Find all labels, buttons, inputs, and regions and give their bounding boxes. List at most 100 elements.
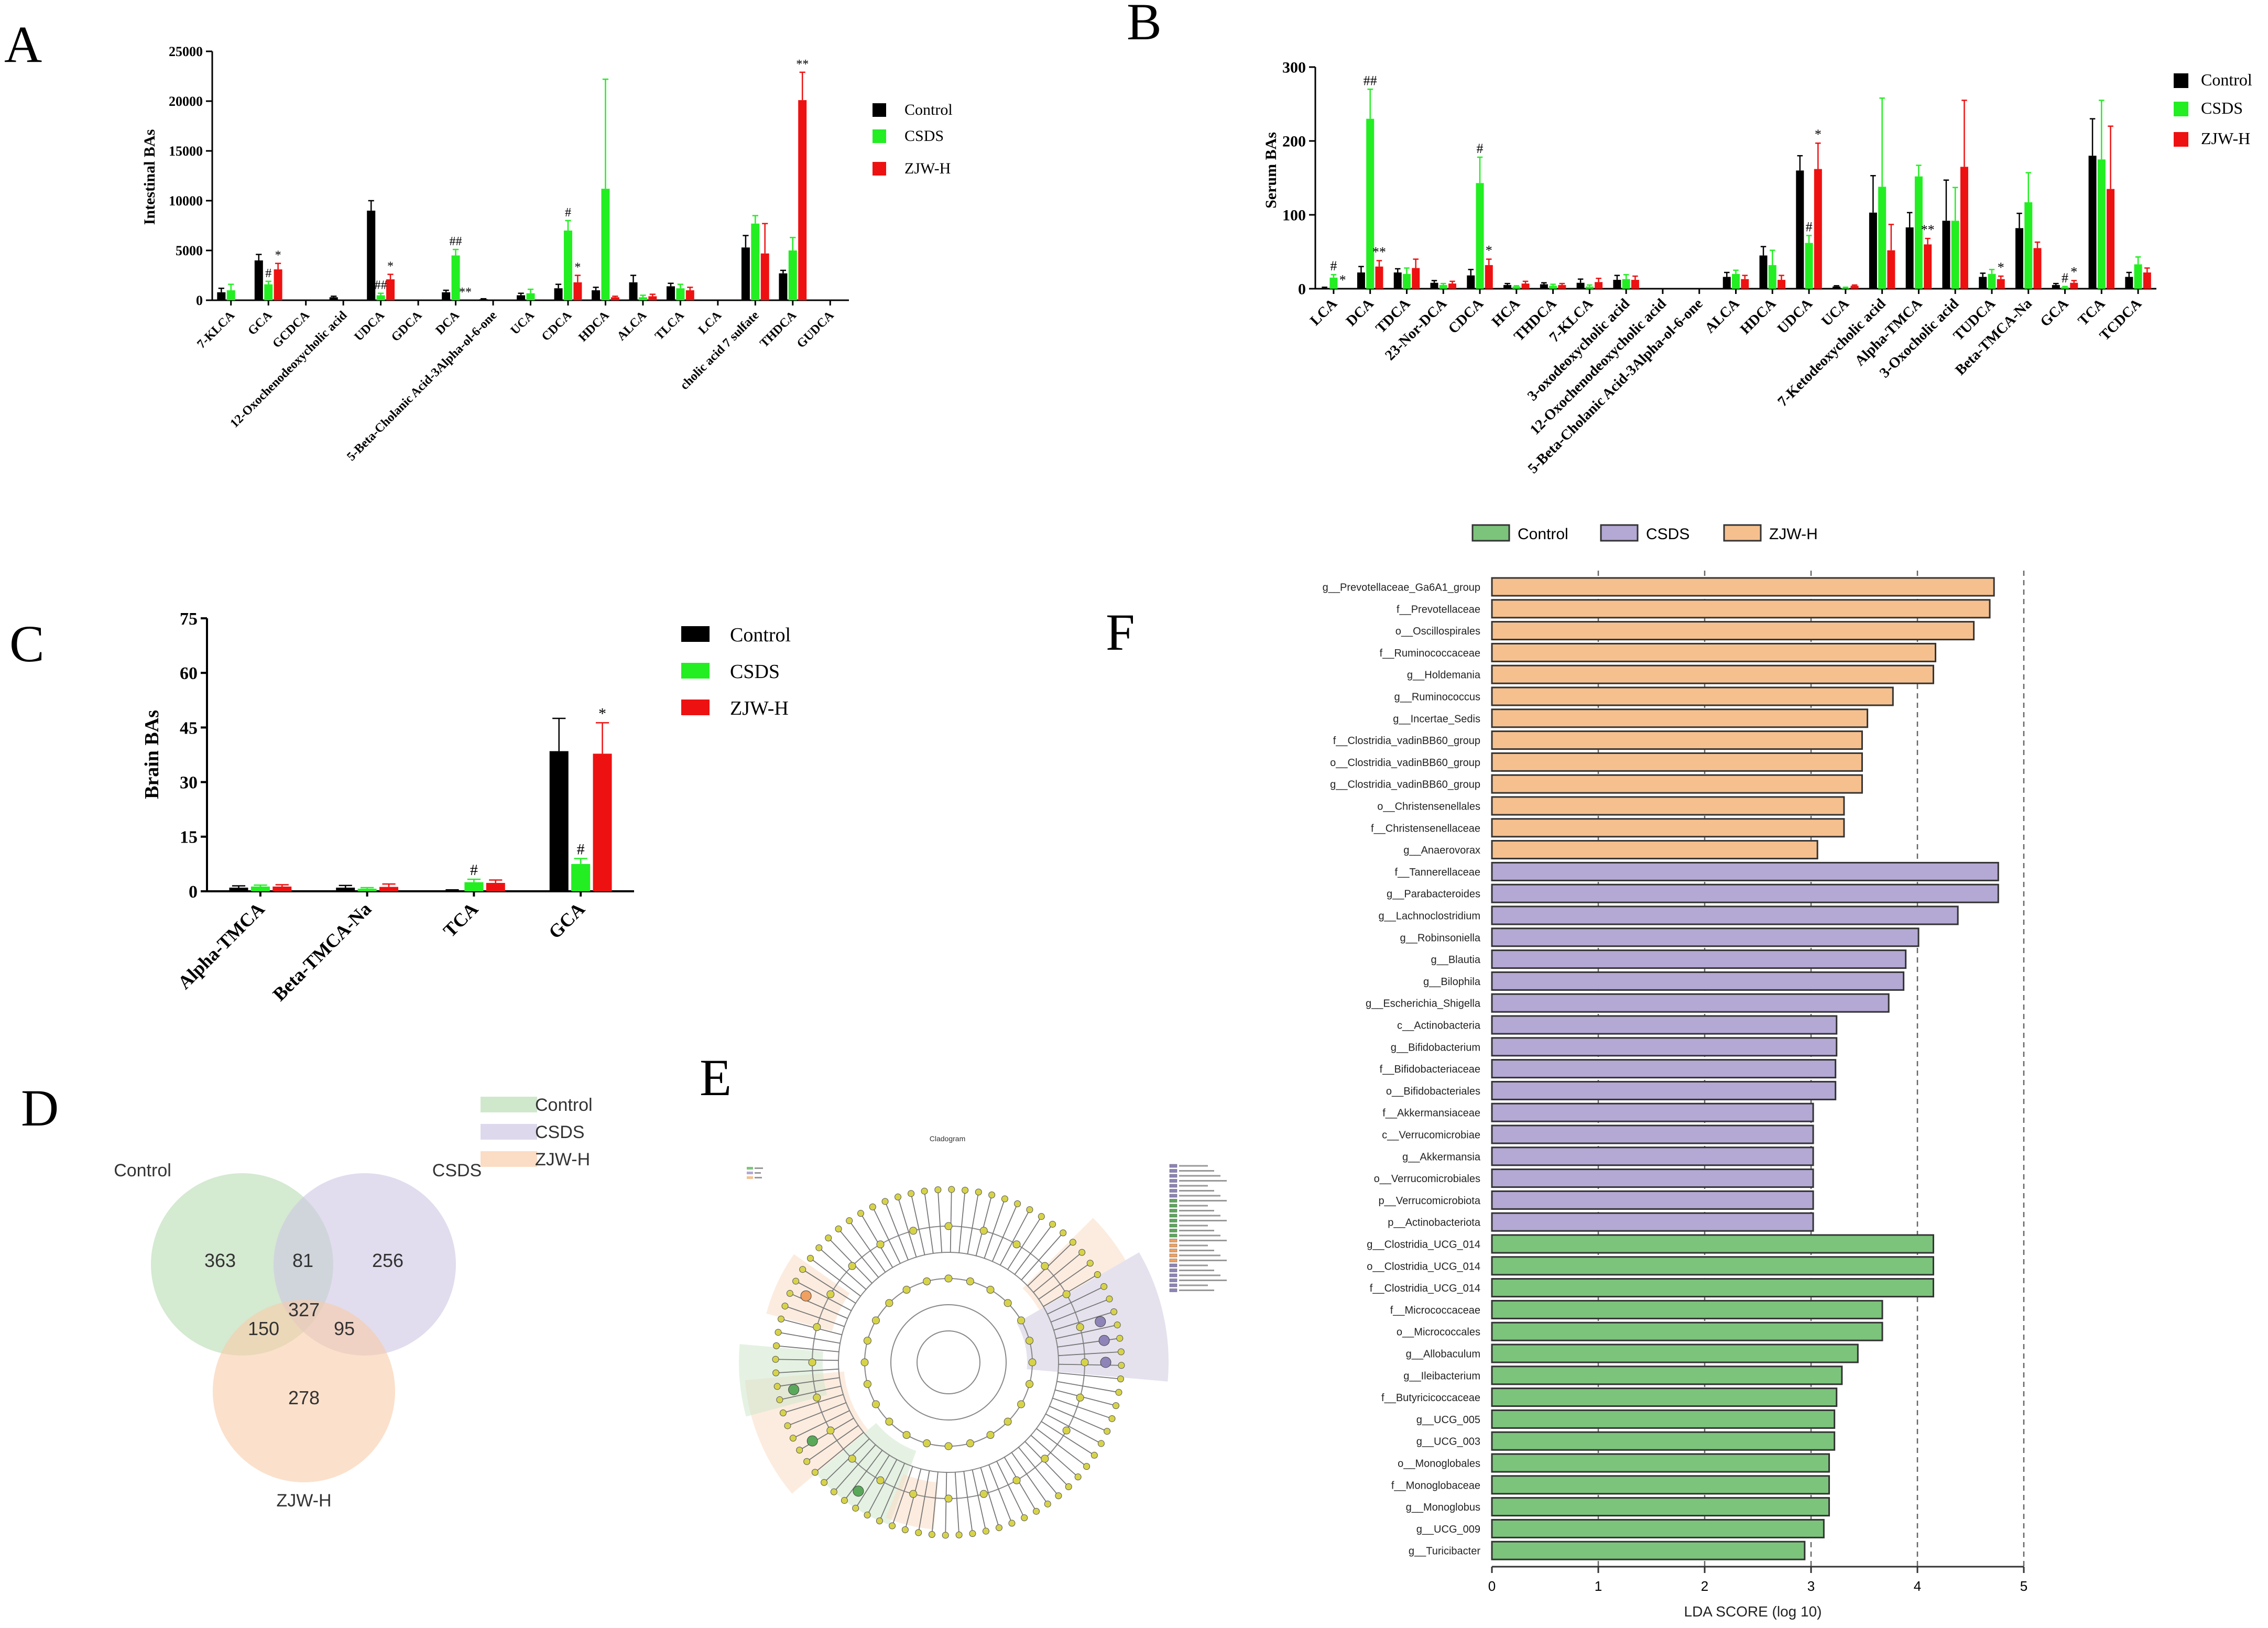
cladogram-ring (838, 1252, 1059, 1473)
panel-a-y-label: Intestinal BAs (141, 129, 158, 225)
cladogram-node (1094, 1271, 1101, 1279)
bar-control-12-oxochenodeoxycholic-acid (329, 297, 338, 300)
cladogram-node (921, 1187, 928, 1195)
cladogram-node (1062, 1426, 1071, 1435)
bar-csds-beta-tmca-na (357, 889, 377, 891)
cladogram-taxa-legend-swatch (1169, 1269, 1177, 1272)
legend-swatch-csds (873, 129, 886, 143)
bar-csds-7-klca (1585, 286, 1594, 289)
cladogram-branch (1055, 1324, 1118, 1339)
lda-taxon-label-g-turicibacter: g__Turicibacter (1409, 1546, 1480, 1557)
bar-control-gca (549, 751, 569, 891)
bar-control-tdca (1393, 272, 1402, 289)
cladogram-sector-csds (1016, 1252, 1169, 1382)
panel-f-legend: Control CSDS ZJW-H (1471, 524, 1818, 543)
cladogram-node (876, 1476, 885, 1484)
cladogram-node (955, 1531, 963, 1538)
cladogram-branch (991, 1204, 1018, 1262)
cladogram-node (784, 1422, 791, 1429)
cladogram-branch (1041, 1421, 1095, 1456)
cladogram-taxa-legend-swatch (1169, 1174, 1177, 1178)
bar-control-beta-tmca-na (2015, 228, 2024, 289)
cladogram-node (775, 1329, 782, 1336)
x-tick-label: 5 (2020, 1578, 2027, 1594)
cladogram-node (796, 1446, 803, 1454)
cladogram-node (944, 1222, 953, 1230)
cladogram-branch (1033, 1252, 1083, 1293)
cladogram-node (815, 1244, 823, 1251)
bar-zjw-h-23-nor-dca (1448, 283, 1456, 289)
cladogram-node (923, 1277, 931, 1285)
lda-taxon-label-g-monoglobus: g__Monoglobus (1406, 1502, 1480, 1513)
lda-bar-o-oscillospirales (1491, 621, 1975, 641)
lda-taxon-label-o-christensenellales: o__Christensenellales (1377, 801, 1480, 812)
cladogram-taxa-legend-text (1179, 1284, 1208, 1286)
cladogram-branch (1052, 1397, 1113, 1419)
panel-c-legend: Control CSDS ZJW-H (681, 624, 791, 719)
cladogram-branch (1027, 1242, 1074, 1286)
bar-zjw-h-7-ketodeoxycholic-acid (1887, 250, 1895, 289)
cladogram-taxa-legend-swatch (1169, 1243, 1177, 1248)
cladogram-branch (1049, 1405, 1107, 1432)
bar-zjw-h-hdca (1778, 280, 1786, 289)
cladogram-taxa-legend-text (1179, 1165, 1208, 1167)
cladogram-node (969, 1530, 976, 1537)
bar-zjw-h-alpha-tmca (272, 886, 292, 891)
cladogram-branch (1058, 1351, 1121, 1357)
bar-control-tca (2088, 156, 2097, 289)
cladogram-highlight-node (806, 1435, 818, 1447)
bar-control-alpha-tmca (229, 888, 248, 891)
bar-control-tudca (1979, 277, 1987, 289)
bar-csds-23-nor-dca (1439, 285, 1447, 289)
bar-control-cholic-acid-7-sulfate (741, 247, 750, 300)
lda-taxon-label-g-akkermansia: g__Akkermansia (1402, 1151, 1481, 1163)
y-tick-label: 0 (1298, 281, 1306, 298)
y-tick-label: 200 (1282, 133, 1306, 150)
lda-bar-f-prevotellaceae (1491, 599, 1991, 619)
cladogram-branch (988, 1465, 1012, 1524)
cladogram-node (885, 1417, 893, 1426)
cladogram-branch (963, 1471, 973, 1534)
cladogram-node (1032, 1507, 1040, 1515)
bar-zjw-h-hdca (610, 297, 619, 300)
cladogram-node (1012, 1476, 1021, 1484)
bar-control-5-beta-cholanic-acid-3alpha-ol-6-one (479, 299, 488, 300)
legend-swatch-control (481, 1097, 537, 1112)
venn-count-csds-zjw: 95 (334, 1318, 355, 1339)
cladogram-node (986, 1285, 995, 1294)
cladogram-node (942, 1532, 949, 1539)
bar-zjw-h-thdca (798, 100, 807, 300)
cladogram-node (857, 1210, 865, 1217)
cladogram-node (1004, 1417, 1012, 1426)
bar-csds-uca (1841, 288, 1850, 289)
cladogram-taxa-legend-swatch (1169, 1194, 1177, 1198)
cladogram-node (846, 1217, 853, 1225)
lda-bar-g-lachnoclostridium (1491, 905, 1959, 925)
cladogram-node (1026, 1380, 1034, 1388)
lda-taxon-label-g-ruminococcus: g__Ruminococcus (1394, 691, 1480, 703)
legend-swatch-zjw-h (1723, 524, 1762, 542)
lda-taxon-label-o-oscillospirales: o__Oscillospirales (1395, 626, 1480, 637)
venn-set-label-control: Control (114, 1161, 171, 1181)
cladogram-taxa-legend-text (1179, 1250, 1214, 1251)
lda-taxon-label-g-incertae-sedis: g__Incertae_Sedis (1393, 713, 1480, 725)
cladogram-taxa-legend-text (1179, 1254, 1220, 1256)
bar-zjw-h-beta-tmca-na (2033, 248, 2042, 289)
cladogram-taxa-legend-text (1179, 1180, 1227, 1182)
cladogram-taxa-legend-swatch (1169, 1288, 1177, 1292)
cladogram-branch (1051, 1298, 1110, 1323)
cladogram-highlight-node (800, 1290, 812, 1302)
cladogram-node (813, 1393, 821, 1402)
bar-csds-alca (1732, 274, 1740, 289)
cladogram-node (1100, 1283, 1108, 1290)
bar-csds-3-oxodeoxycholic-acid (1622, 279, 1630, 289)
cladogram-taxa-legend-text (1179, 1200, 1227, 1201)
cladogram-taxa-legend-swatch (1169, 1184, 1177, 1188)
cladogram-node (792, 1277, 800, 1285)
cladogram-node (1117, 1375, 1124, 1383)
lda-taxon-label-g-ucg-005: g__UCG_005 (1416, 1414, 1480, 1426)
cladogram-node (901, 1526, 909, 1533)
cladogram-branch (967, 1192, 979, 1254)
cladogram-taxa-legend-text (1179, 1195, 1220, 1197)
venn-circle-zjw-h (213, 1300, 395, 1482)
